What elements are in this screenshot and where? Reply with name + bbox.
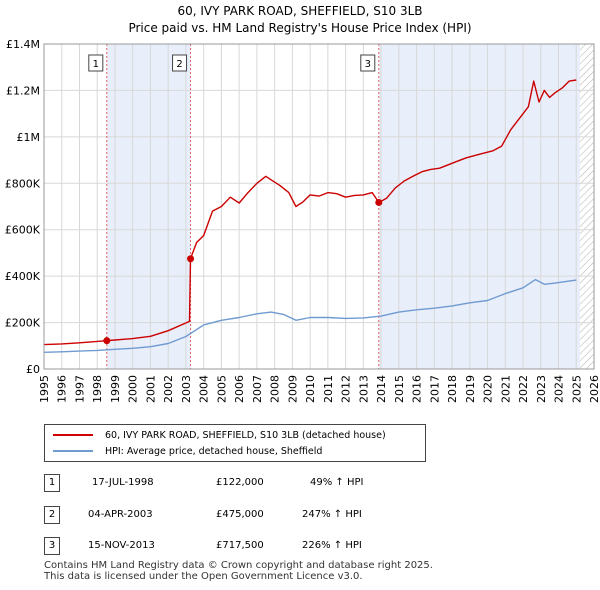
x-tick-label: 2019 (464, 375, 477, 403)
x-tick-label: 2003 (180, 375, 193, 403)
transaction-price: £122,000 (216, 477, 264, 488)
x-tick-label: 1998 (91, 375, 104, 403)
legend-swatch-property (53, 434, 93, 436)
x-tick-label: 2008 (269, 375, 282, 403)
x-tick-label: 2021 (499, 375, 512, 403)
y-tick-label: £1M (17, 131, 41, 144)
legend-label-hpi: HPI: Average price, detached house, Shef… (105, 445, 323, 457)
transaction-hpi: 247% ↑ HPI (302, 509, 362, 520)
footer-line: Contains HM Land Registry data © Crown c… (44, 560, 433, 571)
x-tick-label: 2015 (393, 375, 406, 403)
y-tick-label: £1.2M (6, 84, 40, 97)
x-tick-label: 2001 (144, 375, 157, 403)
x-tick-label: 2009 (286, 375, 299, 403)
footer-attribution: Contains HM Land Registry data © Crown c… (44, 560, 433, 582)
x-tick-label: 1997 (73, 375, 86, 403)
transaction-date: 17-JUL-1998 (92, 477, 154, 488)
sale-point (103, 337, 111, 345)
x-tick-label: 2023 (535, 375, 548, 403)
hpi-series-line (43, 278, 577, 353)
shaded-region (106, 44, 191, 369)
y-tick-label: £0 (26, 363, 40, 376)
sale-label-number: 2 (176, 59, 182, 70)
y-tick-label: £800K (5, 177, 41, 190)
legend-item-hpi: HPI: Average price, detached house, Shef… (53, 444, 322, 458)
transaction-number: 3 (44, 537, 60, 555)
price-paid-series-line (43, 79, 577, 346)
y-tick-label: £400K (5, 270, 41, 283)
x-tick-label: 1999 (109, 375, 122, 403)
transaction-price: £475,000 (216, 509, 264, 520)
chart-subtitle: Price paid vs. HM Land Registry's House … (128, 21, 472, 35)
x-tick-label: 2026 (588, 375, 600, 403)
y-tick-label: £200K (5, 317, 41, 330)
shaded-region (378, 44, 580, 369)
plot-frame (43, 43, 595, 370)
x-tick-label: 2005 (215, 375, 228, 403)
sale-label-box (172, 54, 188, 72)
x-tick-label: 2000 (127, 375, 140, 403)
chart-legend: 60, IVY PARK ROAD, SHEFFIELD, S10 3LB (d… (44, 424, 426, 462)
x-tick-label: 2016 (411, 375, 424, 403)
x-tick-label: 2022 (517, 375, 530, 403)
x-tick-label: 2012 (340, 375, 353, 403)
x-tick-label: 1996 (56, 375, 69, 403)
sale-label-box (88, 54, 104, 72)
x-tick-label: 2006 (233, 375, 246, 403)
footer-line: This data is licensed under the Open Gov… (44, 571, 363, 582)
x-tick-label: 2025 (570, 375, 583, 403)
sale-point (187, 255, 195, 263)
legend-item-property: 60, IVY PARK ROAD, SHEFFIELD, S10 3LB (d… (53, 428, 386, 442)
chart-title: 60, IVY PARK ROAD, SHEFFIELD, S10 3LB (177, 4, 423, 18)
sale-label-number: 1 (93, 59, 99, 70)
transaction-number: 2 (44, 506, 60, 524)
x-tick-label: 2013 (357, 375, 370, 403)
x-tick-label: 2004 (198, 375, 211, 403)
transaction-price: £717,500 (216, 540, 264, 551)
x-tick-label: 2024 (553, 375, 566, 403)
legend-label-property: 60, IVY PARK ROAD, SHEFFIELD, S10 3LB (d… (105, 429, 386, 441)
x-tick-label: 2020 (482, 375, 495, 403)
price-chart: £0 £200K £400K £600K £800K £1M £1.2M £1.4M 1995 1… (5, 38, 600, 403)
x-tick-label: 2017 (428, 375, 441, 403)
x-tick-label: 2010 (304, 375, 317, 403)
y-tick-label: £1.4M (6, 38, 40, 51)
transaction-hpi: 226% ↑ HPI (302, 540, 362, 551)
transaction-date: 15-NOV-2013 (88, 540, 155, 551)
x-tick-label: 2011 (322, 375, 335, 403)
forecast-hatch-region (579, 44, 594, 369)
x-tick-label: 2014 (375, 375, 388, 403)
transaction-date: 04-APR-2003 (88, 509, 153, 520)
transaction-number: 1 (44, 474, 60, 492)
x-tick-label: 2007 (251, 375, 264, 403)
x-tick-label: 1995 (38, 375, 51, 403)
sale-point (375, 198, 383, 206)
sale-label-number: 3 (365, 59, 371, 70)
legend-swatch-hpi (53, 450, 93, 452)
y-tick-label: £600K (5, 224, 41, 237)
x-tick-label: 2018 (446, 375, 459, 403)
x-tick-label: 2002 (162, 375, 175, 403)
transaction-hpi: 49% ↑ HPI (310, 477, 364, 488)
sale-label-box (360, 54, 376, 72)
